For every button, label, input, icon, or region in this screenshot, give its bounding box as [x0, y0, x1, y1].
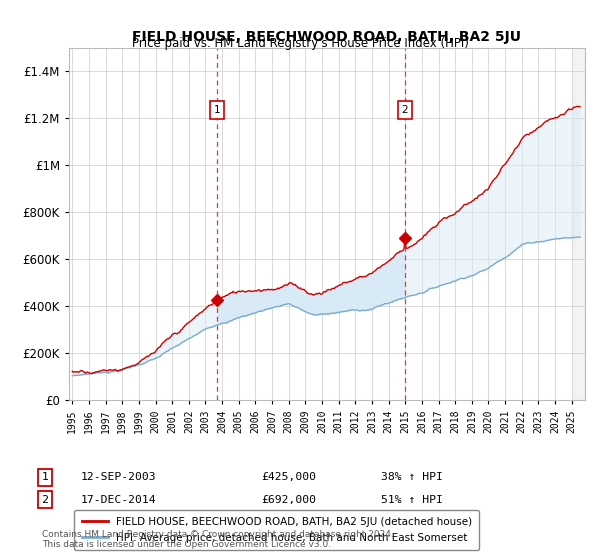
Text: 17-DEC-2014: 17-DEC-2014 [81, 494, 157, 505]
Text: Contains HM Land Registry data © Crown copyright and database right 2024.: Contains HM Land Registry data © Crown c… [42, 530, 394, 539]
Text: 1: 1 [214, 105, 220, 115]
Text: 12-SEP-2003: 12-SEP-2003 [81, 472, 157, 482]
Legend: FIELD HOUSE, BEECHWOOD ROAD, BATH, BA2 5JU (detached house), HPI: Average price,: FIELD HOUSE, BEECHWOOD ROAD, BATH, BA2 5… [74, 510, 479, 550]
Text: 51% ↑ HPI: 51% ↑ HPI [381, 494, 443, 505]
Text: £692,000: £692,000 [261, 494, 316, 505]
Text: 2: 2 [401, 105, 408, 115]
Text: £425,000: £425,000 [261, 472, 316, 482]
Text: Price paid vs. HM Land Registry's House Price Index (HPI): Price paid vs. HM Land Registry's House … [131, 37, 469, 50]
Text: This data is licensed under the Open Government Licence v3.0.: This data is licensed under the Open Gov… [42, 540, 331, 549]
Title: FIELD HOUSE, BEECHWOOD ROAD, BATH, BA2 5JU: FIELD HOUSE, BEECHWOOD ROAD, BATH, BA2 5… [133, 30, 521, 44]
Text: 1: 1 [41, 472, 49, 482]
Text: 38% ↑ HPI: 38% ↑ HPI [381, 472, 443, 482]
Text: 2: 2 [41, 494, 49, 505]
